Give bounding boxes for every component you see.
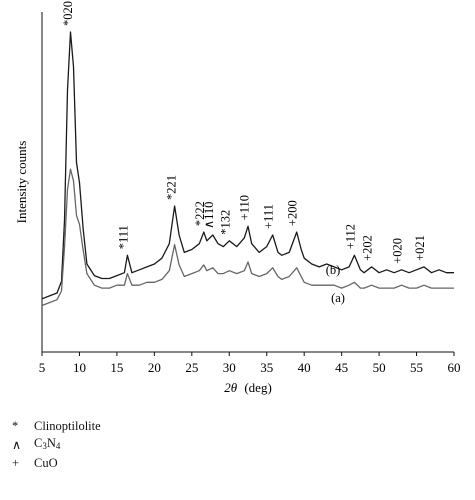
peak-label: +200: [286, 200, 300, 226]
legend-item-cuo: + CuO: [12, 455, 101, 472]
legend-item-clinoptilolite: * Clinoptilolite: [12, 418, 101, 435]
peak-label: ∧110: [202, 202, 216, 229]
legend-label-c3n4-sub3: 3: [42, 441, 47, 451]
legend-item-c3n4: ∧ C3N4: [12, 435, 101, 455]
x-ticks: 5 10 15 20 25 30 35 40 45 50 55 60: [39, 352, 461, 375]
x-tick-label: 45: [335, 360, 348, 375]
legend-label-c3n4-n: N: [46, 436, 56, 450]
x-tick-label: 25: [185, 360, 198, 375]
series-line: [41, 168, 454, 307]
x-tick-label: 50: [373, 360, 386, 375]
peak-label: *132: [218, 210, 232, 235]
legend-label-c3n4-c: C: [34, 436, 43, 450]
x-tick-label: 15: [110, 360, 123, 375]
peak-label: +111: [262, 204, 276, 229]
x-tick-label: 55: [410, 360, 423, 375]
x-tick-label: 35: [260, 360, 273, 375]
series-tag: (b): [326, 263, 341, 277]
peak-label: *222: [193, 201, 207, 226]
x-axis-label-symbol: 2θ: [224, 380, 238, 395]
x-tick-label: 60: [448, 360, 461, 375]
legend-symbol-asterisk: *: [12, 419, 19, 433]
peak-label: *221: [164, 175, 178, 200]
series-tag: (a): [331, 291, 345, 305]
legend-label-clinoptilolite: Clinoptilolite: [34, 419, 101, 433]
x-axis-label-unit: (deg): [244, 380, 271, 395]
series-line: [41, 31, 454, 300]
x-tick-label: 5: [39, 360, 46, 375]
series-group: (b) (a): [41, 31, 454, 307]
peak-label: *111: [116, 225, 130, 249]
x-tick-label: 20: [148, 360, 161, 375]
peak-label: +202: [361, 235, 375, 261]
axes: [41, 12, 454, 353]
x-tick-label: 40: [298, 360, 311, 375]
peak-label: *020: [61, 1, 75, 26]
peak-label: +021: [413, 235, 427, 261]
legend-symbol-caret: ∧: [12, 437, 22, 452]
legend-label-c3n4-sub4: 4: [55, 441, 61, 451]
peak-labels: *020 *111 *221 *222∧110 *132 +110 +111 +200 +112…: [61, 1, 427, 264]
legend-symbol-plus: +: [12, 456, 20, 470]
x-tick-label: 30: [223, 360, 236, 375]
x-tick-label: 10: [73, 360, 86, 375]
x-axis-label: 2θ (deg): [224, 380, 272, 395]
legend: * Clinoptilolite ∧ C3N4 + CuO: [12, 418, 101, 472]
legend-label-c3n4: C3N4: [34, 435, 60, 455]
peak-label: +110: [238, 195, 252, 220]
y-axis-label: Intensity counts: [14, 141, 29, 224]
peak-label: +020: [391, 238, 405, 264]
peak-label: +112: [343, 224, 357, 249]
legend-label-cuo: CuO: [34, 456, 58, 470]
